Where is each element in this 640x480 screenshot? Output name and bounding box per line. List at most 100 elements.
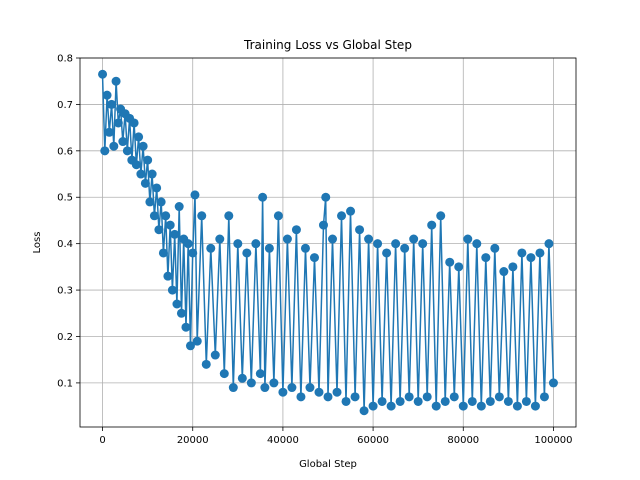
- y-tick-label: 0.7: [57, 100, 73, 111]
- data-point: [185, 341, 195, 351]
- y-tick-label: 0.3: [57, 286, 73, 297]
- data-point: [104, 127, 114, 137]
- data-point: [163, 271, 173, 281]
- data-point: [210, 350, 220, 360]
- data-point: [273, 211, 283, 221]
- data-point: [255, 369, 265, 379]
- data-point: [413, 396, 423, 406]
- data-point: [332, 387, 342, 397]
- data-point: [490, 243, 500, 253]
- data-point: [134, 132, 144, 142]
- data-point: [422, 392, 432, 402]
- data-point: [427, 220, 437, 230]
- data-point: [400, 243, 410, 253]
- y-tick-label: 0.6: [57, 146, 73, 157]
- data-point: [391, 239, 401, 249]
- data-point: [143, 155, 153, 165]
- data-point: [154, 225, 164, 235]
- data-point: [291, 225, 301, 235]
- data-point: [111, 76, 121, 86]
- data-point: [368, 401, 378, 411]
- data-point: [535, 248, 545, 258]
- data-point: [485, 396, 495, 406]
- data-point: [147, 169, 157, 179]
- data-point: [530, 401, 540, 411]
- data-point: [328, 234, 338, 244]
- data-point: [278, 387, 288, 397]
- data-point: [346, 206, 356, 216]
- data-point: [170, 229, 180, 239]
- data-point: [318, 220, 328, 230]
- data-point: [156, 197, 166, 207]
- axes: [79, 57, 577, 428]
- data-point: [508, 262, 518, 272]
- data-point: [188, 248, 198, 258]
- data-point: [364, 234, 374, 244]
- data-point: [161, 211, 171, 221]
- data-point: [131, 160, 141, 170]
- x-tick-label: 80000: [447, 435, 479, 446]
- data-point: [233, 239, 243, 249]
- data-point: [321, 192, 331, 202]
- data-point: [197, 211, 207, 221]
- data-point: [109, 141, 119, 151]
- data-point: [219, 369, 229, 379]
- data-point: [206, 243, 216, 253]
- data-point: [440, 396, 450, 406]
- data-point: [251, 239, 261, 249]
- y-tick-label: 0.2: [57, 332, 73, 343]
- data-point: [172, 299, 182, 309]
- data-point: [152, 183, 162, 193]
- data-point: [350, 392, 360, 402]
- data-point: [140, 178, 150, 188]
- x-axis-label: Global Step: [299, 459, 357, 470]
- data-point: [107, 99, 117, 109]
- data-point: [314, 387, 324, 397]
- data-point: [138, 141, 148, 151]
- data-point: [395, 396, 405, 406]
- data-point: [129, 118, 139, 128]
- x-tick-label: 20000: [177, 435, 209, 446]
- data-point: [264, 243, 274, 253]
- data-point: [359, 406, 369, 416]
- data-point: [503, 396, 513, 406]
- data-point: [377, 396, 387, 406]
- data-point: [282, 234, 292, 244]
- data-point: [237, 373, 247, 383]
- ticks: 0 20000 40000 60000 80000 100000 0.1 0.2 0.3 0.4 0…: [57, 54, 572, 447]
- data-point: [499, 267, 509, 277]
- data-point: [436, 211, 446, 221]
- y-tick-label: 0.8: [57, 54, 73, 65]
- x-tick-label: 100000: [534, 435, 572, 446]
- data-point: [158, 248, 168, 258]
- data-point: [431, 401, 441, 411]
- data-point: [305, 383, 315, 393]
- data-point: [174, 202, 184, 212]
- data-point: [323, 392, 333, 402]
- y-tick-label: 0.1: [57, 378, 73, 389]
- data-point: [190, 190, 200, 200]
- data-point: [300, 243, 310, 253]
- data-point: [355, 225, 365, 235]
- data-point: [373, 239, 383, 249]
- data-point: [100, 146, 110, 156]
- x-tick-label: 60000: [357, 435, 389, 446]
- data-point: [165, 220, 175, 230]
- plot-frame: [79, 57, 577, 428]
- data-point: [183, 239, 193, 249]
- data-point: [258, 192, 268, 202]
- data-point: [113, 118, 123, 128]
- data-point: [341, 396, 351, 406]
- data-point: [404, 392, 414, 402]
- data-point: [418, 239, 428, 249]
- y-tick-label: 0.5: [57, 193, 73, 204]
- data-point: [296, 392, 306, 402]
- data-point: [544, 239, 554, 249]
- data-point: [224, 211, 234, 221]
- data-point: [269, 378, 279, 388]
- y-axis-label: Loss: [32, 232, 43, 254]
- data-point: [548, 378, 558, 388]
- data-point: [337, 211, 347, 221]
- data-point: [287, 383, 297, 393]
